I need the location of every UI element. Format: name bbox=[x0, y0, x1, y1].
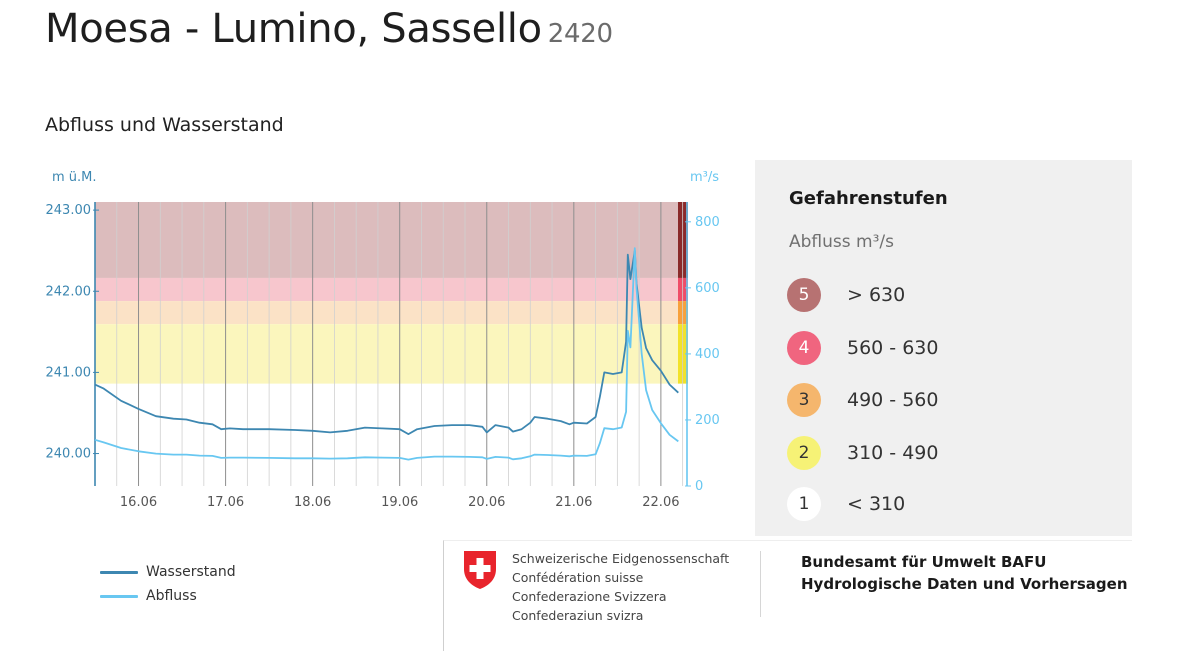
danger-level-range: < 310 bbox=[847, 493, 906, 515]
chart-legend: Wasserstand Abfluss bbox=[100, 560, 236, 608]
discharge-water-level-chart: 243.00 242.00 241.00 240.00 800 600 400 200 0 m ü… bbox=[46, 170, 720, 510]
station-id: 2420 bbox=[547, 19, 613, 49]
legend-label-wasserstand: Wasserstand bbox=[146, 564, 236, 580]
x-tick-label: 22.06 bbox=[642, 495, 679, 510]
danger-level-3: 3 490 - 560 bbox=[787, 383, 938, 417]
office-department: Hydrologische Daten und Vorhersagen bbox=[801, 575, 1128, 593]
federation-name-fr: Confédération suisse bbox=[512, 570, 644, 585]
danger-level-4: 4 560 - 630 bbox=[787, 331, 938, 365]
danger-band-3 bbox=[95, 301, 679, 325]
danger-levels-panel: Gefahrenstufen Abfluss m³/s 5 > 630 4 560 -… bbox=[755, 160, 1132, 536]
danger-level-1: 1 < 310 bbox=[787, 487, 905, 521]
danger-level-range: > 630 bbox=[847, 284, 906, 306]
office-names: Bundesamt für Umwelt BAFU Hydrologische … bbox=[801, 551, 1128, 595]
danger-level-badge: 3 bbox=[787, 383, 821, 417]
footer-divider bbox=[760, 551, 761, 617]
right-tick-label: 200 bbox=[695, 413, 720, 428]
federation-names: Schweizerische Eidgenossenschaft Confédé… bbox=[512, 549, 729, 625]
left-tick-label: 241.00 bbox=[46, 365, 92, 380]
x-tick-label: 17.06 bbox=[207, 495, 244, 510]
federation-name-rm: Confederaziun svizra bbox=[512, 608, 644, 623]
right-tick-label: 400 bbox=[695, 347, 720, 362]
series-line-abfluss bbox=[94, 247, 679, 461]
x-tick-label: 20.06 bbox=[468, 495, 505, 510]
x-tick-label: 16.06 bbox=[120, 495, 157, 510]
station-name: Moesa - Lumino, Sassello bbox=[45, 6, 542, 52]
left-axis-unit: m ü.M. bbox=[52, 170, 97, 185]
right-tick-label: 800 bbox=[695, 215, 720, 230]
legend-item-wasserstand[interactable]: Wasserstand bbox=[100, 560, 236, 584]
page-title: Moesa - Lumino, Sassello 2420 bbox=[45, 6, 613, 52]
danger-level-2: 2 310 - 490 bbox=[787, 436, 938, 470]
x-tick-label: 18.06 bbox=[294, 495, 331, 510]
office-name: Bundesamt für Umwelt BAFU bbox=[801, 553, 1047, 571]
danger-level-range: 560 - 630 bbox=[847, 337, 939, 359]
federation-name-de: Schweizerische Eidgenossenschaft bbox=[512, 551, 730, 566]
danger-level-5: 5 > 630 bbox=[787, 278, 905, 312]
right-tick-label: 0 bbox=[695, 479, 703, 494]
danger-level-badge: 2 bbox=[787, 436, 821, 470]
series-line-wasserstand bbox=[94, 249, 679, 435]
danger-level-badge: 5 bbox=[787, 278, 821, 312]
danger-level-badge: 4 bbox=[787, 331, 821, 365]
left-tick-label: 243.00 bbox=[46, 203, 92, 218]
legend-label-abfluss: Abfluss bbox=[146, 588, 197, 604]
left-tick-label: 242.00 bbox=[46, 284, 92, 299]
legend-swatch-wasserstand bbox=[100, 570, 138, 574]
legend-item-abfluss[interactable]: Abfluss bbox=[100, 584, 236, 608]
x-tick-label: 21.06 bbox=[555, 495, 592, 510]
danger-level-range: 490 - 560 bbox=[847, 389, 939, 411]
x-tick-label: 19.06 bbox=[381, 495, 418, 510]
danger-level-range: 310 - 490 bbox=[847, 442, 939, 464]
federation-name-it: Confederazione Svizzera bbox=[512, 589, 667, 604]
right-tick-label: 600 bbox=[695, 281, 720, 296]
danger-levels-unit: Abfluss m³/s bbox=[789, 232, 894, 252]
danger-levels-title: Gefahrenstufen bbox=[789, 188, 948, 209]
danger-band-5 bbox=[95, 202, 679, 278]
legend-swatch-abfluss bbox=[100, 594, 138, 598]
swiss-coat-of-arms-icon bbox=[464, 551, 496, 589]
danger-level-badge: 1 bbox=[787, 487, 821, 521]
left-tick-label: 240.00 bbox=[46, 447, 92, 462]
danger-band-4 bbox=[95, 277, 679, 302]
footer-federal-office: Schweizerische Eidgenossenschaft Confédé… bbox=[443, 540, 1132, 651]
right-axis-unit: m³/s bbox=[690, 170, 719, 185]
danger-band-2 bbox=[95, 324, 679, 384]
chart-section-title: Abfluss und Wasserstand bbox=[45, 114, 284, 136]
